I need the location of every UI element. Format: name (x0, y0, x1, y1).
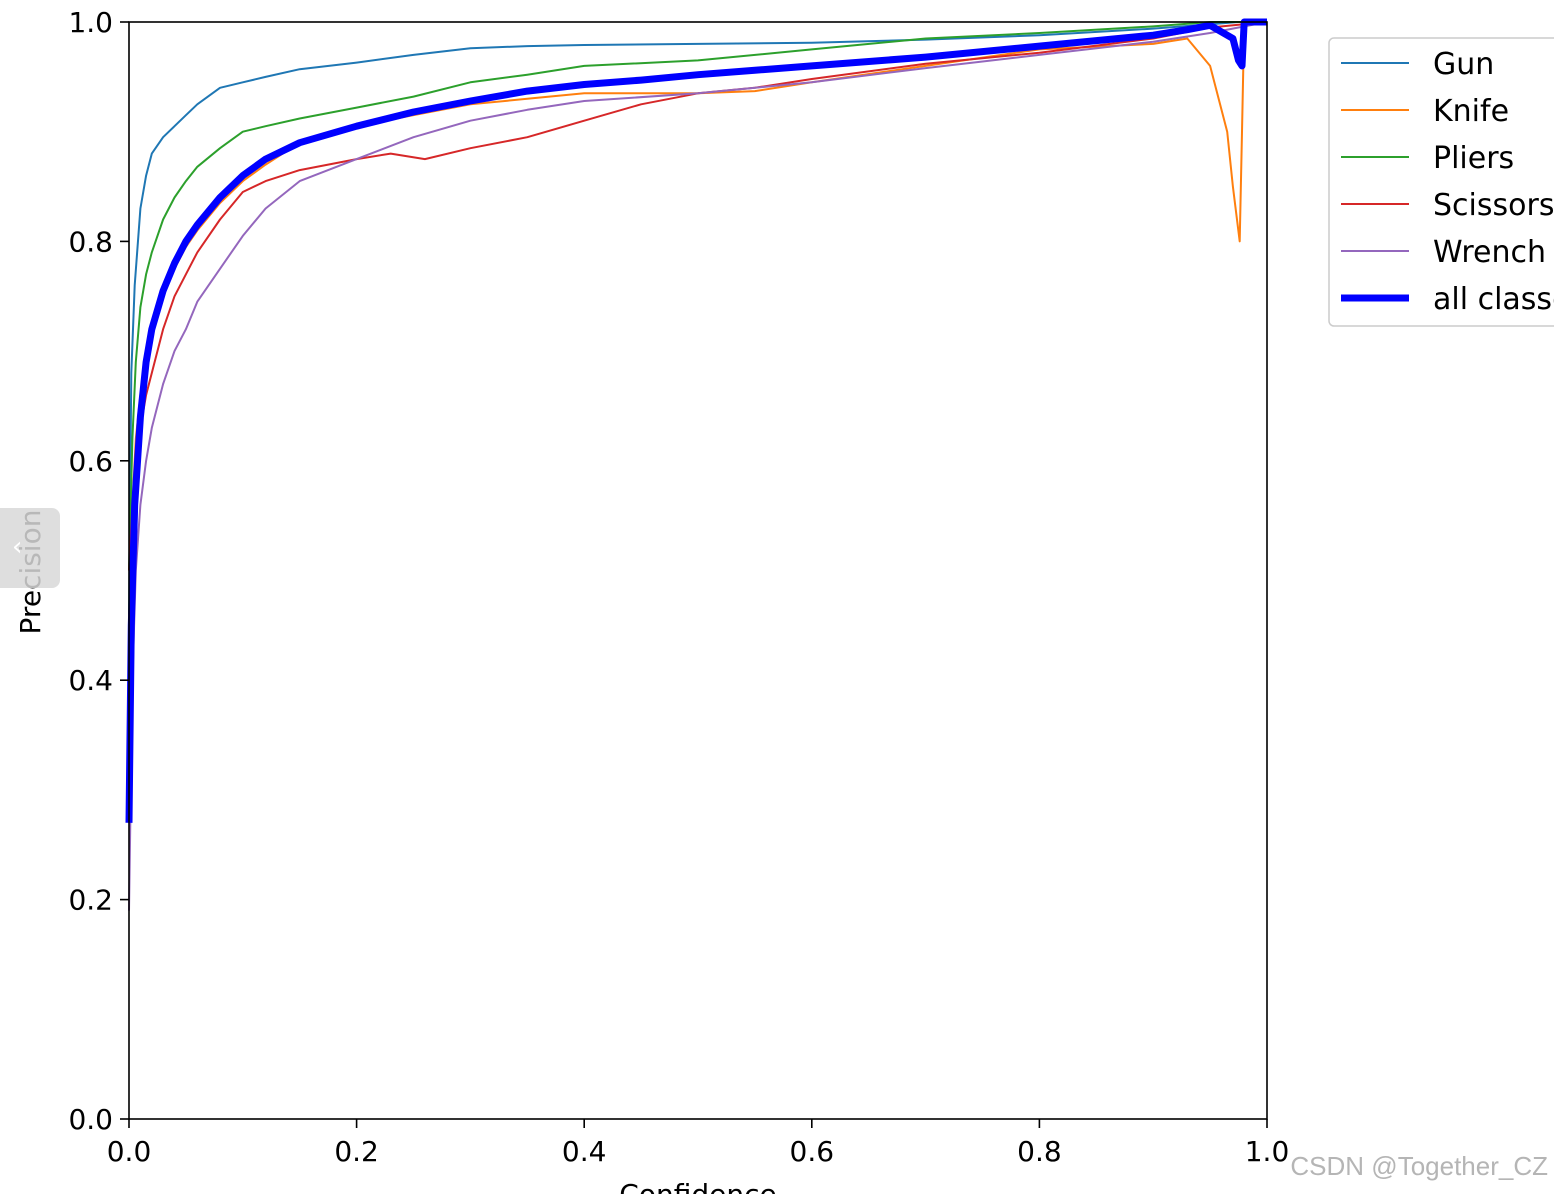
y-axis-ticks: 0.0 0.2 0.4 0.6 0.8 1.0 (68, 6, 129, 1136)
x-tick-label: 0.0 (107, 1135, 152, 1168)
collapse-handle[interactable]: ‹ (0, 508, 60, 588)
series-line-all-classes (125, 18, 1267, 823)
y-tick-label: 0.2 (68, 884, 113, 917)
x-tick-label: 0.4 (562, 1135, 607, 1168)
x-tick-label: 0.8 (1017, 1135, 1062, 1168)
series-layer (125, 18, 1268, 911)
series-line-wrench (128, 21, 1268, 911)
legend-label-wrench: Wrench (1433, 235, 1546, 270)
x-tick-label: 1.0 (1245, 1135, 1290, 1168)
x-tick-label: 0.2 (334, 1135, 379, 1168)
y-tick-label: 0.6 (68, 445, 113, 478)
x-axis-ticks: 0.0 0.2 0.4 0.6 0.8 1.0 (107, 1119, 1290, 1168)
x-axis-label: Confidence (619, 1178, 776, 1194)
legend-label-knife: Knife (1433, 94, 1509, 129)
y-tick-label: 0.0 (68, 1103, 113, 1136)
plot-frame (128, 21, 1268, 1120)
y-tick-label: 1.0 (68, 6, 113, 39)
chevron-left-icon: ‹ (12, 532, 23, 562)
series-line-pliers (128, 21, 1267, 571)
x-tick-label: 0.6 (790, 1135, 835, 1168)
legend: Gun Knife Pliers Scissors Wrench all classes (1328, 37, 1554, 327)
legend-items: Gun Knife Pliers Scissors Wrench all classes (1341, 47, 1554, 317)
y-tick-label: 0.4 (68, 664, 113, 697)
plot-area (129, 22, 1267, 1119)
series-line-gun (128, 21, 1267, 615)
legend-label-all-classes: all classes (1433, 282, 1554, 317)
legend-label-gun: Gun (1433, 47, 1494, 82)
y-tick-label: 0.8 (68, 225, 113, 258)
legend-label-scissors: Scissors (1433, 188, 1554, 223)
watermark: CSDN @Together_CZ (1290, 1151, 1548, 1181)
legend-label-pliers: Pliers (1433, 141, 1514, 176)
